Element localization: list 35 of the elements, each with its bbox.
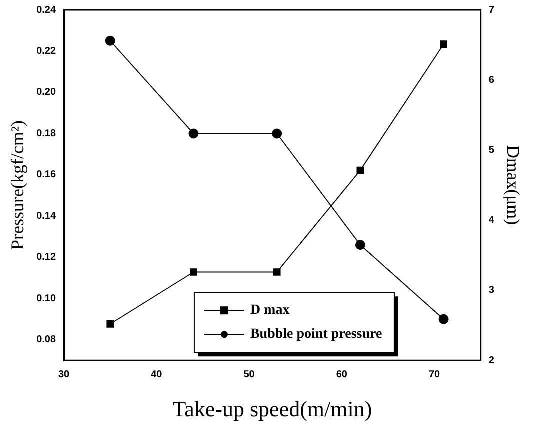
y-tick-label: 0.14 [36, 210, 56, 222]
point [355, 240, 366, 250]
point [356, 166, 364, 174]
point [105, 36, 116, 46]
y2-tick-label: 6 [488, 74, 495, 86]
x-tick-label: 50 [244, 369, 256, 380]
y2-tick-label: 3 [488, 285, 495, 296]
y-tick-label: 0.22 [36, 46, 56, 57]
point [440, 40, 448, 48]
y-tick-label: 0.18 [36, 128, 56, 140]
point [273, 268, 281, 276]
point [106, 320, 114, 328]
y-tick-label: 0.10 [36, 293, 56, 304]
y-tick-label: 0.20 [36, 87, 56, 98]
legend-label: D max [250, 303, 290, 318]
y2-tick-label: 4 [488, 215, 495, 226]
y-tick-label: 0.08 [36, 334, 56, 346]
y-tick-label: 0.24 [36, 4, 56, 16]
x-tick-label: 30 [58, 369, 70, 380]
y2-tick-label: 2 [488, 355, 495, 366]
point [438, 314, 449, 324]
legend-label: Bubble point pressure [250, 327, 382, 342]
point [190, 268, 198, 276]
x-tick-label: 40 [151, 369, 163, 380]
point [272, 128, 282, 139]
y2-tick-label: 7 [488, 4, 495, 16]
point [188, 128, 199, 139]
x-tick-label: 70 [428, 369, 441, 380]
x-tick-label: 60 [336, 369, 348, 380]
y-tick-label: 0.12 [36, 252, 56, 264]
y2-tick-label: 5 [488, 144, 495, 156]
x-axis-title: Take-up speed(m/min) [172, 396, 372, 422]
y-axis-title: Pressure(kgf/cm²) [8, 120, 28, 250]
y2-axis-title: Dmax(μm) [503, 145, 524, 226]
y-tick-label: 0.16 [36, 170, 56, 181]
